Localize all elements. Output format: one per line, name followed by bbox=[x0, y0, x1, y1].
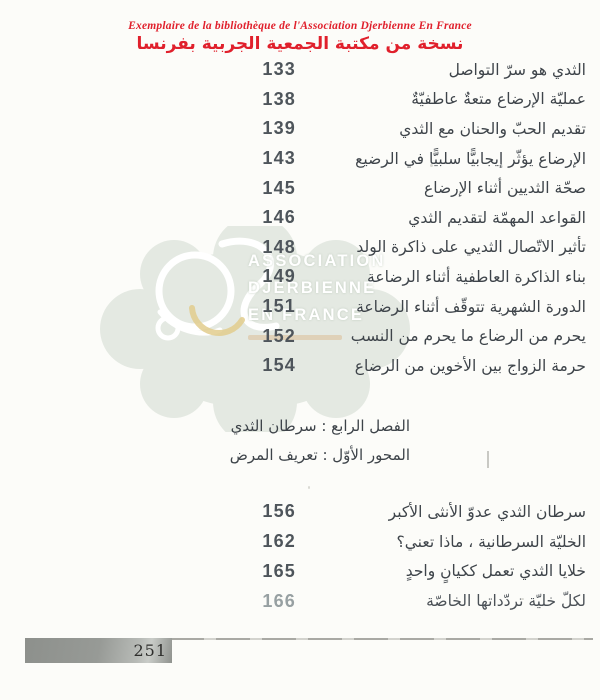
toc-page-number: 139 bbox=[262, 118, 296, 139]
toc-page-number: 166 bbox=[262, 590, 296, 611]
toc-section-1: 133 الثدي هو سرّ التواصل 138 عمليّة الإر… bbox=[248, 55, 590, 381]
toc-entry-title: بناء الذاكرة العاطفية أثناء الرضاعة bbox=[367, 267, 586, 286]
stamp-french-line: Exemplaire de la bibliothèque de l'Assoc… bbox=[128, 20, 472, 32]
toc-entry-title: الدورة الشهرية تتوقّف أثناء الرضاعة bbox=[356, 297, 586, 316]
watermark-text: ASSOCIATION DJERBIENNE EN FRANCE bbox=[248, 252, 386, 324]
toc-page-number: 143 bbox=[262, 148, 296, 169]
toc-page-number: 149 bbox=[262, 266, 296, 287]
toc-entry-title: عمليّة الإرضاع متعةٌ عاطفيّةٌ bbox=[411, 90, 586, 109]
toc-section-2: 156 سرطان الثدي عدوّ الأنثى الأكبر 162 ا… bbox=[248, 497, 590, 616]
table-row: 166 لكلّ خليّة تردّداتها الخاصّة bbox=[248, 586, 590, 616]
toc-page-number: 151 bbox=[262, 296, 296, 317]
calligraphy-monogram-icon bbox=[155, 237, 280, 341]
scan-artifact bbox=[487, 451, 489, 468]
page-number: 251 bbox=[133, 641, 167, 660]
toc-entry-title: تقديم الحبّ والحنان مع الثدي bbox=[399, 119, 586, 138]
table-row: 149 بناء الذاكرة العاطفية أثناء الرضاعة bbox=[248, 262, 590, 292]
axis-heading: المحور الأوّل : تعريف المرض bbox=[229, 446, 410, 464]
toc-entry-title: الخليّة السرطانية ، ماذا تعني؟ bbox=[396, 532, 586, 551]
toc-page-number: 165 bbox=[262, 560, 296, 581]
table-row: 145 صحّة الثديين أثناء الإرضاع bbox=[248, 173, 590, 203]
chapter-heading: الفصل الرابع : سرطان الثدي bbox=[230, 417, 410, 435]
table-row: 154 حرمة الزواج بين الأخوين من الرضاع bbox=[248, 351, 590, 381]
toc-entry-title: تأثير الاتّصال الثديي على ذاكرة الولد bbox=[356, 238, 586, 257]
toc-entry-title: يحرم من الرضاع ما يحرم من النسب bbox=[350, 327, 586, 346]
toc-entry-title: سرطان الثدي عدوّ الأنثى الأكبر bbox=[388, 502, 586, 521]
seal-shape bbox=[100, 226, 410, 432]
table-row: 151 الدورة الشهرية تتوقّف أثناء الرضاعة bbox=[248, 292, 590, 322]
scan-speckle bbox=[521, 598, 524, 600]
toc-page-number: 133 bbox=[262, 59, 296, 80]
toc-entry-title: الثدي هو سرّ التواصل bbox=[448, 60, 586, 79]
toc-entry-title: الإرضاع يؤثّر إيجابيًّا سلبيًّا في الرضي… bbox=[355, 149, 586, 168]
table-row: 138 عمليّة الإرضاع متعةٌ عاطفيّةٌ bbox=[248, 85, 590, 115]
table-row: 152 يحرم من الرضاع ما يحرم من النسب bbox=[248, 321, 590, 351]
toc-page-number: 148 bbox=[262, 236, 296, 257]
footer-rule bbox=[170, 638, 593, 640]
table-row: 148 تأثير الاتّصال الثديي على ذاكرة الول… bbox=[248, 233, 590, 263]
toc-page-number: 145 bbox=[262, 177, 296, 198]
table-row: 133 الثدي هو سرّ التواصل bbox=[248, 55, 590, 85]
toc-page-number: 152 bbox=[262, 325, 296, 346]
toc-entry-title: لكلّ خليّة تردّداتها الخاصّة bbox=[426, 592, 586, 611]
toc-entry-title: حرمة الزواج بين الأخوين من الرضاع bbox=[354, 356, 586, 375]
scan-speckle bbox=[308, 486, 310, 489]
toc-page-number: 138 bbox=[262, 88, 296, 109]
toc-page-number: 156 bbox=[262, 501, 296, 522]
table-row: 165 خلايا الثدي تعمل ككيانٍ واحدٍ bbox=[248, 557, 590, 587]
toc-entry-title: صحّة الثديين أثناء الإرضاع bbox=[424, 179, 586, 198]
toc-page-number: 162 bbox=[262, 531, 296, 552]
toc-entry-title: خلايا الثدي تعمل ككيانٍ واحدٍ bbox=[405, 562, 586, 581]
table-row: 139 تقديم الحبّ والحنان مع الثدي bbox=[248, 114, 590, 144]
table-row: 162 الخليّة السرطانية ، ماذا تعني؟ bbox=[248, 527, 590, 557]
footer-page-bar: 251 bbox=[25, 638, 172, 663]
table-row: 156 سرطان الثدي عدوّ الأنثى الأكبر bbox=[248, 497, 590, 527]
toc-entry-title: القواعد المهمّة لتقديم الثدي bbox=[408, 208, 586, 227]
table-row: 146 القواعد المهمّة لتقديم الثدي bbox=[248, 203, 590, 233]
association-watermark: ASSOCIATION DJERBIENNE EN FRANCE bbox=[100, 226, 410, 432]
stamp-arabic-line: نسخة من مكتبة الجمعية الجربية بفرنسا bbox=[136, 34, 464, 54]
scan-speckle bbox=[430, 164, 433, 167]
crescent-icon bbox=[189, 305, 245, 336]
watermark-tagline-bar bbox=[248, 335, 342, 340]
toc-page-number: 146 bbox=[262, 207, 296, 228]
toc-page-number: 154 bbox=[262, 355, 296, 376]
table-row: 143 الإرضاع يؤثّر إيجابيًّا سلبيًّا في ا… bbox=[248, 144, 590, 174]
